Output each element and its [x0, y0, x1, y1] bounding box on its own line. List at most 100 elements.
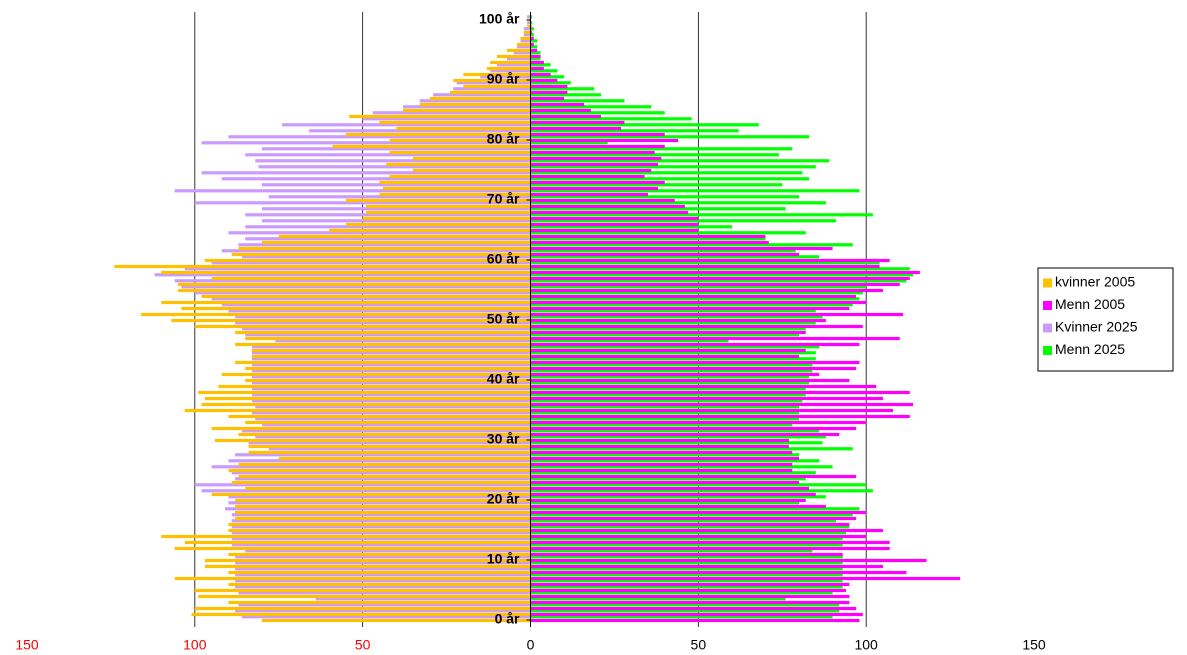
bar: [238, 603, 531, 607]
bar: [530, 522, 850, 527]
bar: [530, 153, 779, 157]
bar: [530, 600, 850, 605]
bar: [174, 546, 531, 551]
y-tick-label: 70 år: [487, 191, 520, 207]
bar: [530, 471, 816, 475]
bar: [433, 93, 531, 97]
bar: [181, 306, 531, 311]
bar: [449, 90, 531, 95]
bar: [530, 345, 820, 349]
bar: [507, 48, 531, 53]
bar: [530, 483, 867, 487]
bar: [530, 252, 800, 257]
bar: [530, 465, 833, 469]
bar: [251, 354, 531, 359]
x-tick-label: 100: [854, 637, 878, 653]
bar: [235, 573, 531, 577]
bar: [235, 504, 531, 509]
bar: [181, 285, 531, 289]
bar: [530, 321, 816, 325]
bar: [530, 384, 877, 389]
bar: [201, 171, 531, 175]
bar: [235, 561, 531, 565]
bar: [530, 615, 833, 619]
bar: [349, 114, 531, 119]
bar: [235, 360, 531, 365]
bar: [235, 609, 531, 613]
bar: [530, 432, 840, 437]
bar: [251, 345, 531, 349]
bar: [530, 606, 857, 611]
bar: [530, 78, 558, 83]
bar: [228, 309, 531, 313]
bar: [463, 72, 531, 77]
bar: [261, 207, 531, 211]
bar: [245, 333, 531, 337]
bar: [366, 210, 531, 215]
bar: [530, 378, 850, 383]
bar: [251, 399, 531, 403]
bar: [329, 228, 531, 233]
bar: [530, 519, 836, 523]
legend-label: Menn 2025: [1055, 341, 1125, 357]
bar: [490, 60, 531, 65]
bar: [530, 405, 800, 409]
bar: [530, 228, 699, 233]
bar: [530, 372, 820, 377]
bar: [235, 510, 531, 515]
bar: [413, 168, 531, 173]
bar: [530, 261, 880, 265]
x-tick-label: 50: [691, 637, 707, 653]
y-tick-label: 40 år: [487, 371, 520, 387]
bar: [174, 576, 531, 581]
bar: [114, 264, 531, 269]
bar: [517, 45, 531, 49]
bar: [530, 375, 810, 379]
bar: [530, 198, 675, 203]
bar: [530, 318, 826, 323]
bar: [530, 327, 806, 331]
bar: [221, 177, 531, 181]
y-tick-label: 100 år: [479, 11, 520, 27]
bar: [238, 474, 531, 479]
bar: [530, 429, 820, 433]
bar: [218, 384, 531, 389]
bar: [231, 543, 531, 547]
bar: [530, 234, 766, 239]
legend-swatch: [1043, 278, 1052, 288]
bar: [238, 246, 531, 251]
bar: [523, 33, 531, 37]
bar: [238, 462, 531, 467]
bar: [530, 594, 850, 599]
bar: [530, 441, 823, 445]
bar: [261, 147, 531, 151]
bar: [520, 36, 531, 41]
bar: [530, 147, 793, 151]
bar: [530, 174, 645, 179]
bar: [530, 237, 766, 241]
bar: [530, 264, 880, 269]
bar: [530, 546, 890, 551]
bar: [248, 444, 531, 449]
bar: [345, 222, 531, 227]
bar: [523, 27, 531, 31]
bar: [251, 381, 531, 385]
bar: [231, 525, 531, 529]
bar: [507, 57, 531, 61]
bar: [530, 246, 833, 251]
bar: [530, 561, 843, 565]
bar: [402, 108, 531, 113]
bar: [235, 321, 531, 325]
bar: [275, 339, 531, 343]
bar: [530, 39, 538, 43]
bar: [530, 222, 699, 227]
bar: [530, 177, 810, 181]
bar: [530, 183, 783, 187]
bar: [530, 36, 534, 41]
x-tick-label: 100: [183, 637, 207, 653]
bar: [530, 300, 867, 305]
bar: [251, 357, 531, 361]
bar: [245, 225, 531, 229]
bar: [198, 594, 531, 599]
bar: [171, 318, 531, 323]
